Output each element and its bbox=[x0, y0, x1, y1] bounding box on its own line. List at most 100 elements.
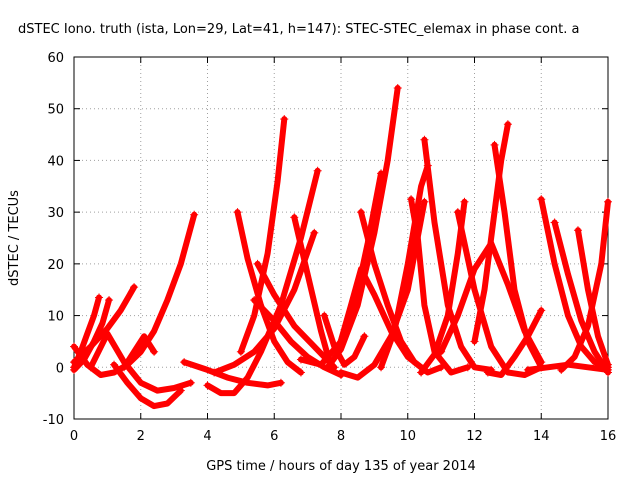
x-tick-label: 6 bbox=[270, 429, 278, 444]
x-tick-label: 10 bbox=[399, 429, 416, 444]
data-point bbox=[250, 296, 259, 305]
y-tick-label: 30 bbox=[47, 206, 64, 221]
data-point bbox=[323, 363, 332, 372]
data-point bbox=[105, 296, 114, 305]
series-9 bbox=[203, 166, 322, 397]
y-tick-label: 40 bbox=[47, 154, 64, 169]
axis-ticks: 0 2 4 6 8 10 12 14 16 -10 0 10 20 30 40 50 60 bbox=[43, 51, 617, 444]
data-point bbox=[483, 368, 492, 377]
series-30 bbox=[483, 306, 546, 378]
data-point bbox=[280, 115, 289, 124]
data-point bbox=[150, 347, 159, 356]
series-line bbox=[71, 211, 198, 378]
data-point bbox=[110, 360, 119, 369]
series-line bbox=[454, 209, 545, 378]
y-tick-label: -10 bbox=[43, 413, 64, 428]
series-4 bbox=[70, 283, 139, 367]
chart-title: dSTEC Iono. truth (ista, Lon=29, Lat=41,… bbox=[18, 22, 580, 37]
series-line bbox=[484, 307, 545, 378]
y-tick-label: 60 bbox=[47, 51, 64, 66]
data-point bbox=[550, 218, 559, 227]
series-line bbox=[204, 167, 321, 397]
data-point bbox=[337, 368, 345, 377]
series-line bbox=[234, 209, 304, 376]
series-7 bbox=[120, 333, 159, 372]
data-point bbox=[320, 311, 329, 320]
data-point bbox=[604, 197, 612, 206]
series-6 bbox=[110, 360, 185, 410]
data-point bbox=[296, 355, 305, 364]
data-point bbox=[296, 368, 305, 377]
series-28 bbox=[470, 120, 512, 346]
data-point bbox=[333, 347, 342, 356]
data-point bbox=[176, 386, 185, 395]
series-10 bbox=[210, 228, 319, 377]
series-line bbox=[71, 284, 138, 366]
data-point bbox=[437, 347, 446, 356]
series-22 bbox=[407, 195, 472, 376]
data-point bbox=[290, 213, 299, 222]
x-tick-label: 16 bbox=[600, 429, 617, 444]
data-point bbox=[453, 208, 462, 217]
data-point bbox=[95, 293, 104, 302]
data-point bbox=[490, 140, 499, 149]
x-axis-title: GPS time / hours of day 135 of year 2014 bbox=[206, 459, 476, 474]
series-line bbox=[87, 330, 194, 394]
data-point bbox=[86, 363, 95, 372]
data-point bbox=[70, 358, 78, 367]
series-line bbox=[471, 121, 511, 345]
data-point bbox=[310, 228, 319, 237]
y-tick-label: 50 bbox=[47, 103, 64, 118]
y-axis-title: dSTEC / TECUs bbox=[7, 190, 22, 286]
x-tick-label: 14 bbox=[533, 429, 550, 444]
x-tick-label: 4 bbox=[203, 429, 211, 444]
series-line bbox=[111, 361, 184, 410]
data-point bbox=[70, 342, 78, 351]
data-point bbox=[190, 210, 199, 219]
data-point bbox=[537, 195, 546, 204]
data-point bbox=[417, 368, 426, 377]
data-point bbox=[460, 197, 469, 206]
series-line bbox=[358, 209, 445, 376]
x-tick-label: 0 bbox=[70, 429, 78, 444]
data-point bbox=[377, 363, 386, 372]
series-line bbox=[491, 141, 545, 371]
data-point bbox=[393, 84, 402, 93]
series-line bbox=[237, 116, 288, 355]
series-21 bbox=[357, 208, 446, 376]
data-point bbox=[210, 368, 219, 377]
series-line bbox=[321, 312, 368, 368]
x-tick-label: 2 bbox=[137, 429, 145, 444]
series-line bbox=[408, 196, 471, 376]
x-tick-label: 12 bbox=[466, 429, 483, 444]
series-24 bbox=[377, 161, 432, 372]
series-line bbox=[254, 260, 338, 371]
series-35 bbox=[523, 361, 612, 374]
data-point bbox=[463, 363, 472, 372]
data-point bbox=[420, 135, 429, 144]
series-line bbox=[211, 229, 318, 376]
series-line bbox=[378, 162, 431, 371]
series-line bbox=[538, 196, 611, 371]
data-point bbox=[180, 358, 189, 367]
series-line bbox=[524, 361, 611, 373]
series-line bbox=[291, 214, 334, 371]
series-16 bbox=[320, 311, 369, 368]
data-point bbox=[604, 365, 612, 374]
data-point bbox=[233, 208, 242, 217]
series-line bbox=[121, 333, 158, 371]
series-1 bbox=[70, 210, 199, 378]
y-tick-label: 0 bbox=[56, 361, 64, 376]
data-point bbox=[186, 378, 195, 387]
x-tick-label: 8 bbox=[337, 429, 345, 444]
data-point bbox=[470, 337, 479, 346]
data-point bbox=[313, 166, 322, 175]
data-point bbox=[573, 226, 582, 235]
series-20 bbox=[337, 197, 429, 381]
data-point bbox=[357, 208, 366, 217]
series-12 bbox=[236, 115, 289, 356]
series-line bbox=[338, 198, 428, 381]
y-tick-label: 10 bbox=[47, 310, 64, 325]
data-point bbox=[360, 332, 369, 341]
